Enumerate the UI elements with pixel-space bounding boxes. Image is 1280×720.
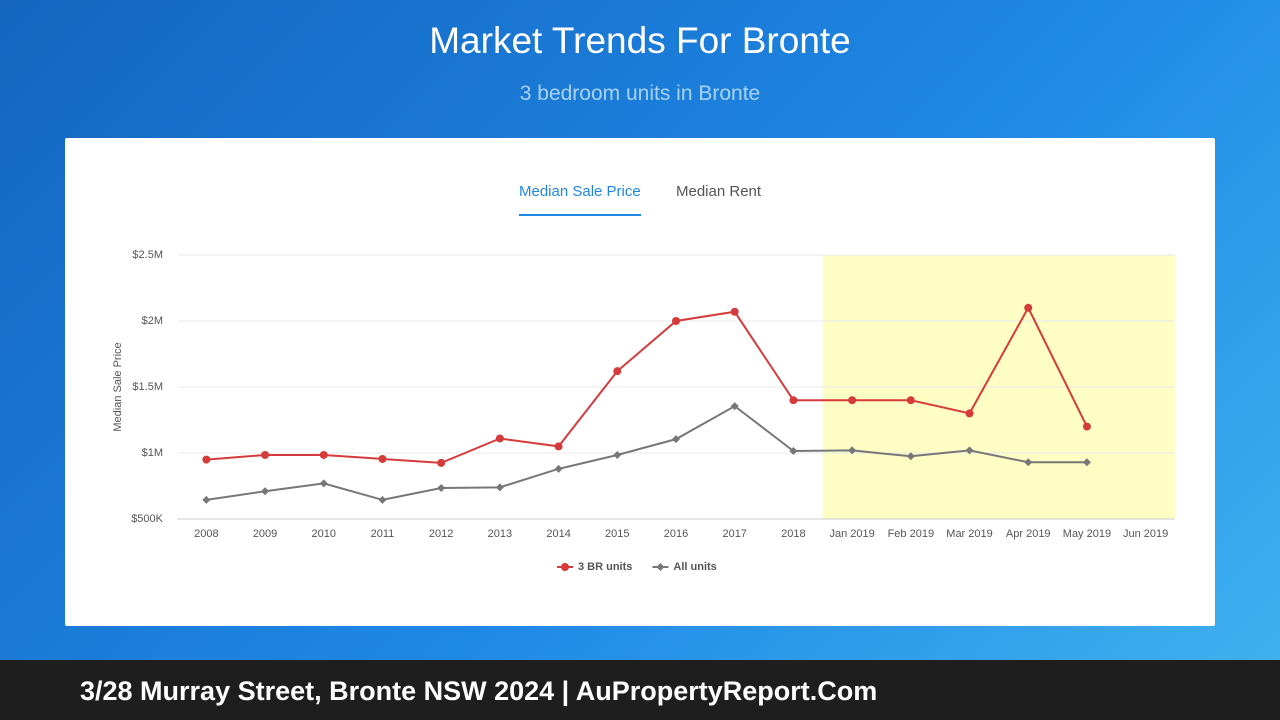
marker: [848, 396, 857, 405]
marker: [261, 450, 270, 459]
marker: [906, 396, 915, 405]
marker: [906, 452, 915, 461]
x-tick-label: Jan 2019: [829, 528, 874, 540]
marker: [789, 396, 798, 405]
marker: [672, 317, 680, 325]
marker: [789, 447, 798, 456]
page-title: Market Trends For Bronte: [429, 20, 851, 61]
marker: [613, 450, 622, 459]
x-tick-label: 2012: [429, 528, 453, 540]
marker: [554, 442, 563, 451]
x-tick-label: 2018: [781, 528, 805, 540]
series-line: [206, 305, 1088, 464]
marker: [965, 409, 974, 418]
tab[interactable]: Median Sale Price: [519, 183, 641, 216]
y-axis-label: Median Sale Price: [112, 342, 124, 431]
marker: [730, 402, 739, 411]
x-tick-label: 2011: [371, 528, 395, 540]
x-tick-label: 2010: [312, 528, 336, 540]
marker: [378, 454, 387, 463]
series-line: [206, 404, 1087, 501]
marker: [554, 464, 563, 473]
y-tick-label: $2M: [142, 315, 163, 327]
tab[interactable]: Median Rent: [676, 183, 762, 200]
marker: [1024, 458, 1033, 467]
marker: [561, 563, 569, 571]
x-tick-label: Apr 2019: [1006, 528, 1051, 540]
page-subtitle: 3 bedroom units in Bronte: [519, 82, 761, 105]
marker: [848, 446, 857, 455]
x-tick-label: 2015: [605, 528, 629, 540]
x-tick-label: 2009: [253, 528, 277, 540]
marker: [437, 458, 446, 467]
marker: [672, 435, 680, 444]
y-tick-label: $1M: [142, 447, 163, 459]
marker: [437, 483, 446, 492]
marker: [1082, 458, 1091, 467]
x-tick-label: 2008: [194, 528, 218, 540]
marker: [319, 450, 328, 459]
y-tick-label: $500K: [131, 513, 163, 525]
chart: Median Sale Price $500K $1M $1.5M $2M $2.5M 2…: [112, 249, 1175, 573]
footer: 3/28 Murray Street, Bronte NSW 2024 | Au…: [0, 660, 1280, 720]
marker: [202, 455, 211, 464]
marker: [261, 487, 270, 496]
marker: [378, 495, 387, 504]
x-tick-label: May 2019: [1063, 528, 1111, 540]
marker: [202, 495, 211, 504]
x-tick-label: 2016: [664, 528, 688, 540]
marker: [1024, 303, 1033, 312]
x-tick-label: 2013: [488, 528, 512, 540]
x-tick-label: Jun 2019: [1123, 528, 1168, 540]
marker: [1082, 422, 1091, 431]
marker: [613, 367, 622, 376]
x-tick-label: Mar 2019: [946, 528, 992, 540]
y-tick-label: $1.5M: [132, 381, 163, 393]
marker: [730, 307, 739, 316]
legend-label: All units: [673, 561, 716, 573]
marker: [965, 446, 974, 455]
legend-label: 3 BR units: [578, 561, 632, 573]
marker: [319, 479, 328, 488]
marker: [495, 434, 504, 443]
y-tick-label: $2.5M: [132, 249, 163, 261]
x-tick-label: 2014: [546, 528, 570, 540]
x-tick-label: Feb 2019: [888, 528, 934, 540]
marker: [656, 563, 665, 571]
marker: [495, 483, 504, 492]
x-tick-label: 2017: [722, 528, 746, 540]
